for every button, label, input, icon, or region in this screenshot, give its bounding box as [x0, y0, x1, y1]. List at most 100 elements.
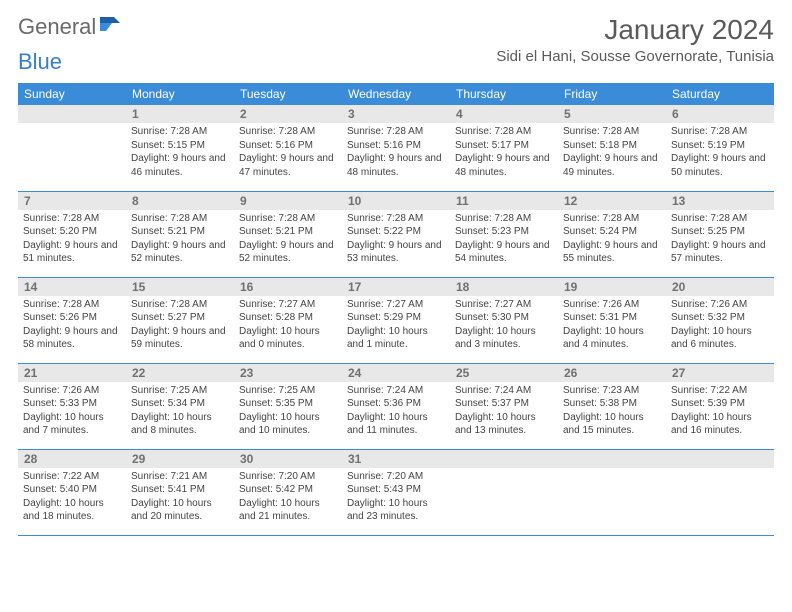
weekday-header: Friday	[558, 83, 666, 105]
day-details: Sunrise: 7:28 AMSunset: 5:15 PMDaylight:…	[126, 123, 234, 181]
day-details: Sunrise: 7:28 AMSunset: 5:26 PMDaylight:…	[18, 296, 126, 354]
calendar-day-cell: 5Sunrise: 7:28 AMSunset: 5:18 PMDaylight…	[558, 105, 666, 191]
day-number: 22	[126, 364, 234, 382]
day-number: 20	[666, 278, 774, 296]
calendar-day-cell: 20Sunrise: 7:26 AMSunset: 5:32 PMDayligh…	[666, 277, 774, 363]
day-details: Sunrise: 7:21 AMSunset: 5:41 PMDaylight:…	[126, 468, 234, 526]
day-details: Sunrise: 7:27 AMSunset: 5:30 PMDaylight:…	[450, 296, 558, 354]
day-number: 23	[234, 364, 342, 382]
calendar-day-cell: 16Sunrise: 7:27 AMSunset: 5:28 PMDayligh…	[234, 277, 342, 363]
weekday-header: Saturday	[666, 83, 774, 105]
calendar-day-cell: 15Sunrise: 7:28 AMSunset: 5:27 PMDayligh…	[126, 277, 234, 363]
calendar-day-cell: 22Sunrise: 7:25 AMSunset: 5:34 PMDayligh…	[126, 363, 234, 449]
day-number: 29	[126, 450, 234, 468]
calendar-row: 1Sunrise: 7:28 AMSunset: 5:15 PMDaylight…	[18, 105, 774, 191]
calendar-day-cell: 18Sunrise: 7:27 AMSunset: 5:30 PMDayligh…	[450, 277, 558, 363]
day-number: 9	[234, 192, 342, 210]
day-number: 6	[666, 105, 774, 123]
calendar-day-cell: 29Sunrise: 7:21 AMSunset: 5:41 PMDayligh…	[126, 449, 234, 535]
calendar-day-cell: 17Sunrise: 7:27 AMSunset: 5:29 PMDayligh…	[342, 277, 450, 363]
day-number: 21	[18, 364, 126, 382]
calendar-day-cell: 28Sunrise: 7:22 AMSunset: 5:40 PMDayligh…	[18, 449, 126, 535]
day-details: Sunrise: 7:28 AMSunset: 5:21 PMDaylight:…	[126, 210, 234, 268]
day-details: Sunrise: 7:27 AMSunset: 5:28 PMDaylight:…	[234, 296, 342, 354]
day-details: Sunrise: 7:25 AMSunset: 5:35 PMDaylight:…	[234, 382, 342, 440]
day-details: Sunrise: 7:28 AMSunset: 5:20 PMDaylight:…	[18, 210, 126, 268]
day-number: 10	[342, 192, 450, 210]
calendar-empty-cell	[558, 449, 666, 535]
day-details: Sunrise: 7:28 AMSunset: 5:23 PMDaylight:…	[450, 210, 558, 268]
month-title: January 2024	[496, 14, 774, 46]
weekday-header: Thursday	[450, 83, 558, 105]
day-details: Sunrise: 7:28 AMSunset: 5:16 PMDaylight:…	[234, 123, 342, 181]
calendar-row: 7Sunrise: 7:28 AMSunset: 5:20 PMDaylight…	[18, 191, 774, 277]
day-number: 4	[450, 105, 558, 123]
day-number: 16	[234, 278, 342, 296]
day-number: 31	[342, 450, 450, 468]
logo: General	[18, 14, 122, 40]
day-details: Sunrise: 7:25 AMSunset: 5:34 PMDaylight:…	[126, 382, 234, 440]
day-number: 24	[342, 364, 450, 382]
day-details: Sunrise: 7:28 AMSunset: 5:18 PMDaylight:…	[558, 123, 666, 181]
day-number-empty	[18, 105, 126, 123]
day-details: Sunrise: 7:28 AMSunset: 5:24 PMDaylight:…	[558, 210, 666, 268]
calendar-day-cell: 31Sunrise: 7:20 AMSunset: 5:43 PMDayligh…	[342, 449, 450, 535]
day-number: 28	[18, 450, 126, 468]
weekday-header: Tuesday	[234, 83, 342, 105]
calendar-day-cell: 4Sunrise: 7:28 AMSunset: 5:17 PMDaylight…	[450, 105, 558, 191]
day-number: 18	[450, 278, 558, 296]
weekday-header: Sunday	[18, 83, 126, 105]
day-number: 1	[126, 105, 234, 123]
calendar-day-cell: 24Sunrise: 7:24 AMSunset: 5:36 PMDayligh…	[342, 363, 450, 449]
weekday-header: Wednesday	[342, 83, 450, 105]
day-number: 13	[666, 192, 774, 210]
day-details: Sunrise: 7:20 AMSunset: 5:42 PMDaylight:…	[234, 468, 342, 526]
day-number: 27	[666, 364, 774, 382]
day-number-empty	[558, 450, 666, 468]
calendar-day-cell: 6Sunrise: 7:28 AMSunset: 5:19 PMDaylight…	[666, 105, 774, 191]
day-details: Sunrise: 7:28 AMSunset: 5:25 PMDaylight:…	[666, 210, 774, 268]
calendar-empty-cell	[666, 449, 774, 535]
day-details: Sunrise: 7:28 AMSunset: 5:27 PMDaylight:…	[126, 296, 234, 354]
logo-text-general: General	[18, 14, 96, 40]
day-details: Sunrise: 7:24 AMSunset: 5:36 PMDaylight:…	[342, 382, 450, 440]
calendar-day-cell: 13Sunrise: 7:28 AMSunset: 5:25 PMDayligh…	[666, 191, 774, 277]
day-number: 11	[450, 192, 558, 210]
day-number: 14	[18, 278, 126, 296]
calendar-body: 1Sunrise: 7:28 AMSunset: 5:15 PMDaylight…	[18, 105, 774, 535]
calendar-empty-cell	[18, 105, 126, 191]
calendar-day-cell: 7Sunrise: 7:28 AMSunset: 5:20 PMDaylight…	[18, 191, 126, 277]
day-number-empty	[450, 450, 558, 468]
day-number: 30	[234, 450, 342, 468]
weekday-header: Monday	[126, 83, 234, 105]
calendar-day-cell: 23Sunrise: 7:25 AMSunset: 5:35 PMDayligh…	[234, 363, 342, 449]
day-details: Sunrise: 7:20 AMSunset: 5:43 PMDaylight:…	[342, 468, 450, 526]
day-number-empty	[666, 450, 774, 468]
day-details: Sunrise: 7:28 AMSunset: 5:21 PMDaylight:…	[234, 210, 342, 268]
calendar-day-cell: 9Sunrise: 7:28 AMSunset: 5:21 PMDaylight…	[234, 191, 342, 277]
day-details: Sunrise: 7:27 AMSunset: 5:29 PMDaylight:…	[342, 296, 450, 354]
day-number: 25	[450, 364, 558, 382]
calendar-day-cell: 14Sunrise: 7:28 AMSunset: 5:26 PMDayligh…	[18, 277, 126, 363]
calendar-day-cell: 1Sunrise: 7:28 AMSunset: 5:15 PMDaylight…	[126, 105, 234, 191]
day-details: Sunrise: 7:22 AMSunset: 5:39 PMDaylight:…	[666, 382, 774, 440]
day-number: 5	[558, 105, 666, 123]
day-number: 8	[126, 192, 234, 210]
day-details: Sunrise: 7:28 AMSunset: 5:16 PMDaylight:…	[342, 123, 450, 181]
day-number: 26	[558, 364, 666, 382]
day-details: Sunrise: 7:26 AMSunset: 5:32 PMDaylight:…	[666, 296, 774, 354]
calendar-day-cell: 11Sunrise: 7:28 AMSunset: 5:23 PMDayligh…	[450, 191, 558, 277]
calendar-day-cell: 10Sunrise: 7:28 AMSunset: 5:22 PMDayligh…	[342, 191, 450, 277]
calendar-day-cell: 25Sunrise: 7:24 AMSunset: 5:37 PMDayligh…	[450, 363, 558, 449]
day-number: 17	[342, 278, 450, 296]
calendar-day-cell: 8Sunrise: 7:28 AMSunset: 5:21 PMDaylight…	[126, 191, 234, 277]
calendar-row: 21Sunrise: 7:26 AMSunset: 5:33 PMDayligh…	[18, 363, 774, 449]
day-number: 2	[234, 105, 342, 123]
calendar-day-cell: 2Sunrise: 7:28 AMSunset: 5:16 PMDaylight…	[234, 105, 342, 191]
logo-flag-icon	[100, 15, 120, 36]
calendar-day-cell: 3Sunrise: 7:28 AMSunset: 5:16 PMDaylight…	[342, 105, 450, 191]
day-details: Sunrise: 7:22 AMSunset: 5:40 PMDaylight:…	[18, 468, 126, 526]
calendar-day-cell: 21Sunrise: 7:26 AMSunset: 5:33 PMDayligh…	[18, 363, 126, 449]
day-details: Sunrise: 7:26 AMSunset: 5:31 PMDaylight:…	[558, 296, 666, 354]
calendar-row: 14Sunrise: 7:28 AMSunset: 5:26 PMDayligh…	[18, 277, 774, 363]
